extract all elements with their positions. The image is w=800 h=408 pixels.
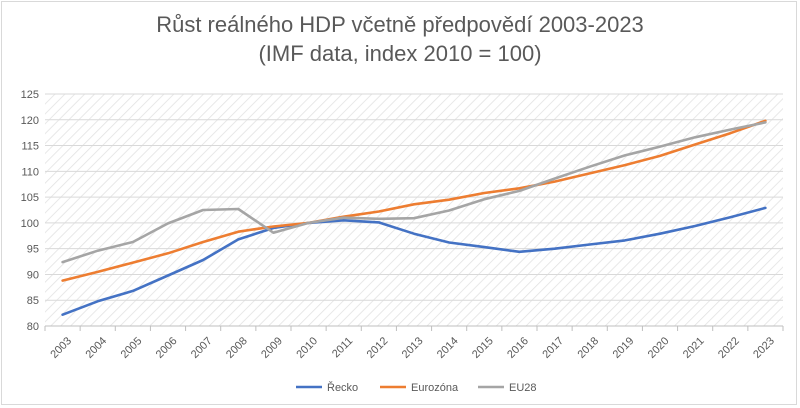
x-tick-label: 2014 bbox=[435, 335, 461, 361]
x-tick-label: 2012 bbox=[365, 335, 391, 361]
gridlines bbox=[45, 93, 783, 327]
legend-label: Řecko bbox=[327, 381, 358, 394]
x-tick-label: 2016 bbox=[505, 335, 531, 361]
legend-label: EU28 bbox=[509, 382, 537, 394]
x-tick-label: 2022 bbox=[716, 335, 742, 361]
y-tick-label: 115 bbox=[21, 141, 39, 153]
x-tick-label: 2003 bbox=[48, 335, 74, 361]
legend-label: Eurozóna bbox=[411, 382, 459, 394]
series-lines bbox=[61, 119, 767, 317]
x-tick-label: 2009 bbox=[259, 335, 285, 361]
x-tick-label: 2013 bbox=[400, 335, 426, 361]
series-line-2 bbox=[61, 119, 767, 282]
series-line-3 bbox=[61, 121, 767, 264]
y-tick-label: 85 bbox=[27, 295, 39, 307]
x-tick-label: 2004 bbox=[83, 335, 109, 361]
x-tick-label: 2021 bbox=[681, 335, 707, 361]
x-tick-label: 2020 bbox=[646, 335, 672, 361]
chart-title-block: Růst reálného HDP včetně předpovědí 2003… bbox=[0, 10, 800, 68]
plot-background bbox=[45, 94, 783, 326]
series-line-1 bbox=[61, 206, 767, 317]
x-tick-label: 2015 bbox=[470, 335, 496, 361]
y-tick-label: 120 bbox=[21, 115, 39, 127]
plot-area bbox=[45, 94, 783, 326]
y-tick-label: 100 bbox=[21, 218, 39, 230]
x-tick-label: 2006 bbox=[154, 335, 180, 361]
y-tick-label: 125 bbox=[21, 89, 39, 101]
x-tick-label: 2019 bbox=[611, 335, 637, 361]
x-tick-label: 2023 bbox=[751, 335, 777, 361]
x-tick-label: 2005 bbox=[119, 335, 145, 361]
legend: Řecko Eurozóna EU28 bbox=[296, 381, 537, 394]
x-tick-label: 2017 bbox=[540, 335, 566, 361]
y-tick-label: 90 bbox=[27, 269, 39, 281]
y-tick-label: 110 bbox=[21, 166, 39, 178]
x-tick-label: 2010 bbox=[294, 335, 320, 361]
y-tick-label: 105 bbox=[21, 192, 39, 204]
x-tick-label: 2007 bbox=[189, 335, 215, 361]
x-tick-label: 2008 bbox=[224, 335, 250, 361]
x-tick-label: 2018 bbox=[575, 335, 601, 361]
chart-title: Růst reálného HDP včetně předpovědí 2003… bbox=[156, 12, 644, 37]
x-tick-label: 2011 bbox=[330, 335, 355, 360]
chart-subtitle: (IMF data, index 2010 = 100) bbox=[258, 41, 542, 66]
y-tick-label: 95 bbox=[27, 244, 39, 256]
y-tick-label: 80 bbox=[27, 321, 39, 333]
